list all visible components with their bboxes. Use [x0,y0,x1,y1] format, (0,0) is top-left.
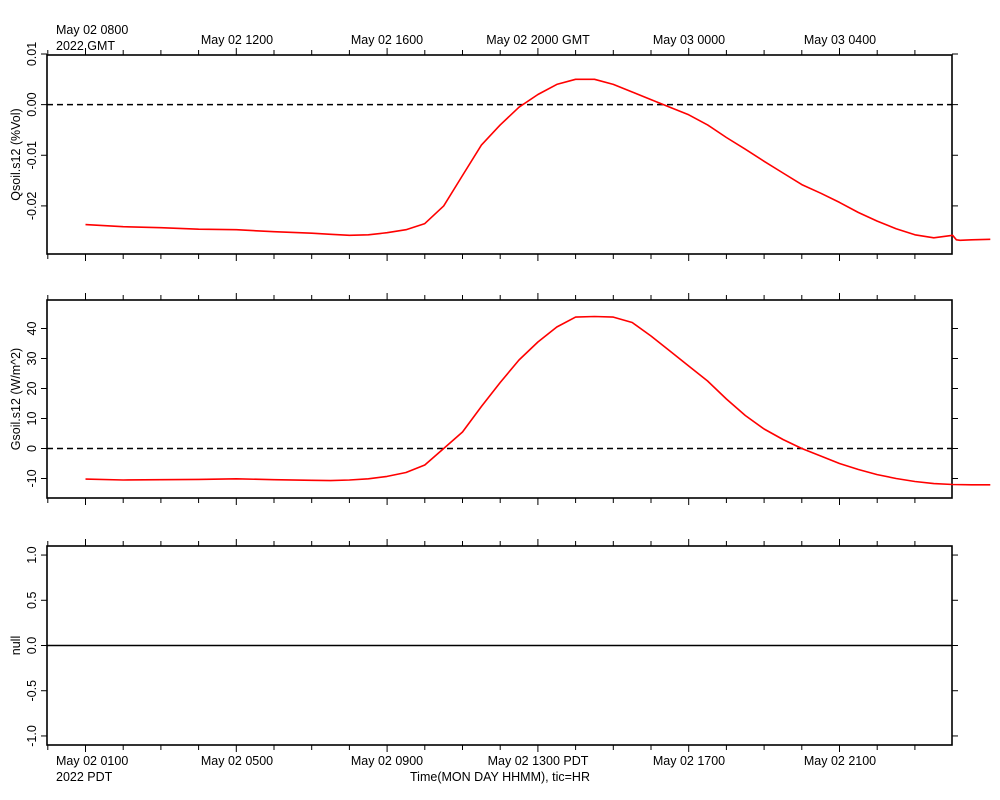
panel-null: -1.0 -0.5 0.0 0.5 1.0 null [9,539,958,752]
top-axis-first-label-line2: 2022 GMT [56,39,115,53]
top-axis-label: May 03 0400 [804,33,876,47]
top-axis-first-label-line1: May 02 0800 [56,23,128,37]
y-axis-title: null [9,636,23,655]
y-tick-label: -0.01 [25,141,39,170]
data-series-line [85,315,991,486]
y-tick-label: 1.0 [25,546,39,563]
panel-qsoil: -0.02 -0.01 0.00 0.01 Qsoil.s12 (%Vol) [9,42,991,261]
y-tick-label: 0.5 [25,592,39,609]
top-axis-label: May 02 1600 [351,33,423,47]
bottom-axis-label: May 02 1700 [653,754,725,768]
top-axis-label: May 02 2000 GMT [486,33,590,47]
bottom-axis-label: May 02 2100 [804,754,876,768]
bottom-axis-label: May 02 0500 [201,754,273,768]
y-tick-label: -1.0 [25,725,39,747]
data-series-line [85,78,991,242]
y-tick-label: -0.5 [25,680,39,702]
y-tick-label: 40 [25,322,39,336]
top-axis-label: May 02 1200 [201,33,273,47]
y-tick-label: -10 [25,469,39,487]
bottom-axis-first-label-line1: May 02 0100 [56,754,128,768]
y-tick-label: 0.01 [25,42,39,66]
plot-frame [46,299,953,499]
y-tick-label: 20 [25,382,39,396]
y-axis-title: Gsoil.s12 (W/m^2) [9,348,23,450]
y-tick-label: 0.0 [25,637,39,654]
y-tick-label: 0 [25,445,39,452]
y-tick-label: 30 [25,352,39,366]
x-axis-title: Time(MON DAY HHMM), tic=HR [410,770,590,784]
y-tick-label: -0.02 [25,192,39,221]
y-axis-title: Qsoil.s12 (%Vol) [9,108,23,200]
plot-frame [46,54,953,255]
bottom-axis-label: May 02 0900 [351,754,423,768]
bottom-axis-first-label-line2: 2022 PDT [56,770,113,784]
top-axis-label: May 03 0000 [653,33,725,47]
y-tick-label: 10 [25,412,39,426]
bottom-axis-label: May 02 1300 PDT [488,754,589,768]
y-tick-label: 0.00 [25,92,39,116]
